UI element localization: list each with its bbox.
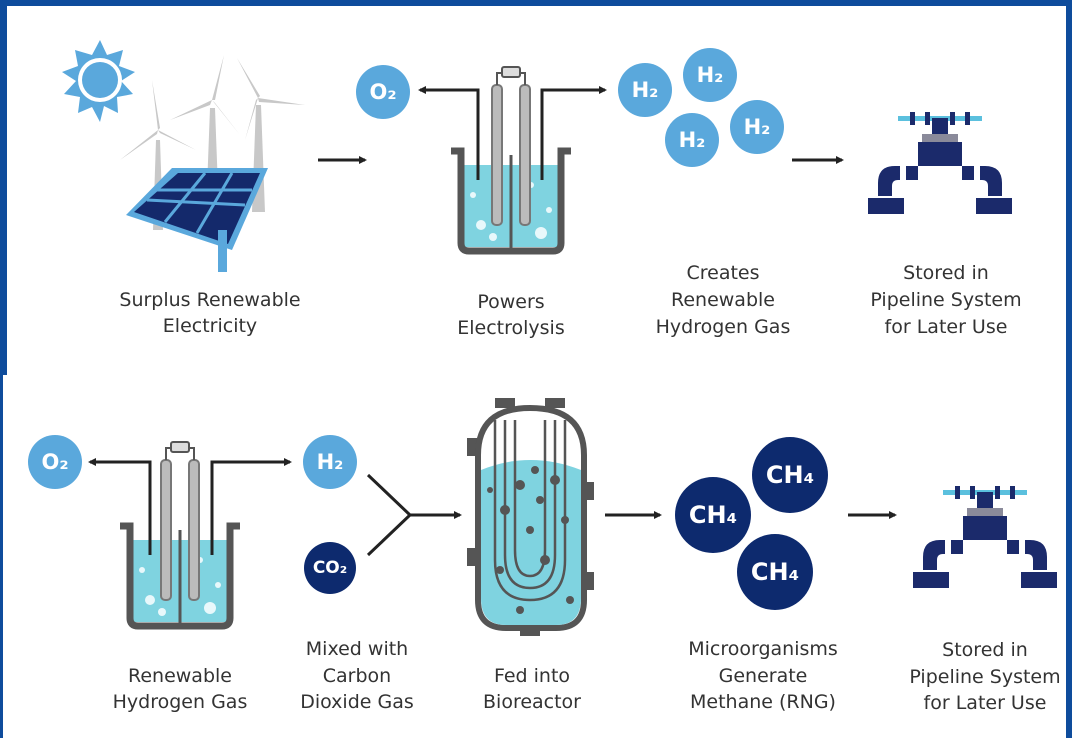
molecule [737,534,813,610]
molecule [356,65,410,119]
caption: Stored in [942,639,1028,661]
sun [62,40,135,122]
pipeline [913,486,1057,588]
electrolysis-tank [120,442,240,626]
molecule [675,477,751,553]
frame-left [0,0,7,375]
caption: Microorganisms [688,638,838,660]
molecule-label: H₂ [744,115,771,139]
arrow [210,458,292,555]
merge-arrow [366,473,460,557]
caption: Hydrogen Gas [113,691,248,713]
arrow [540,86,607,180]
caption: Renewable [128,665,232,687]
molecule [683,48,737,102]
electrolysis-tank [451,67,571,251]
molecule [730,100,784,154]
caption: Stored in [903,262,989,284]
molecule [618,63,672,117]
caption: Hydrogen Gas [656,316,791,338]
frame-right [1066,0,1072,738]
caption: Dioxide Gas [300,691,414,713]
molecule-label: O₂ [41,450,68,474]
caption: for Later Use [924,692,1047,714]
molecule-label: H₂ [697,63,724,87]
molecule [28,435,82,489]
frame-left-lower [0,375,3,738]
caption: Renewable [671,289,775,311]
molecule [303,435,357,489]
molecule-label: CH₄ [766,461,814,489]
solar-panel [126,168,268,272]
caption: Mixed with [306,638,408,660]
caption: Generate [719,665,808,687]
molecule [665,113,719,167]
molecule-label: H₂ [317,450,344,474]
molecule-label: H₂ [679,128,706,152]
arrow [418,86,480,180]
caption: Bioreactor [483,691,581,713]
caption: Pipeline System [870,289,1021,311]
frame-top [0,0,1072,6]
caption: Pipeline System [909,666,1060,688]
caption: Fed into [494,665,570,687]
caption: Creates [686,262,759,284]
molecule [752,437,828,513]
molecule-label: CH₄ [751,558,799,586]
molecule-label: CO₂ [313,558,347,578]
caption: for Later Use [885,316,1008,338]
molecule [304,542,356,594]
molecule-label: CH₄ [689,501,737,529]
arrow [88,458,152,555]
caption: Carbon [323,665,391,687]
caption: Methane (RNG) [690,691,836,713]
caption: Electrolysis [457,317,565,339]
pipeline [868,112,1012,214]
caption: Powers [477,291,544,313]
molecule-label: H₂ [632,78,659,102]
bioreactor [467,398,594,636]
caption: Surplus Renewable [119,289,300,311]
molecule-label: O₂ [369,80,396,104]
caption: Electricity [163,315,257,337]
